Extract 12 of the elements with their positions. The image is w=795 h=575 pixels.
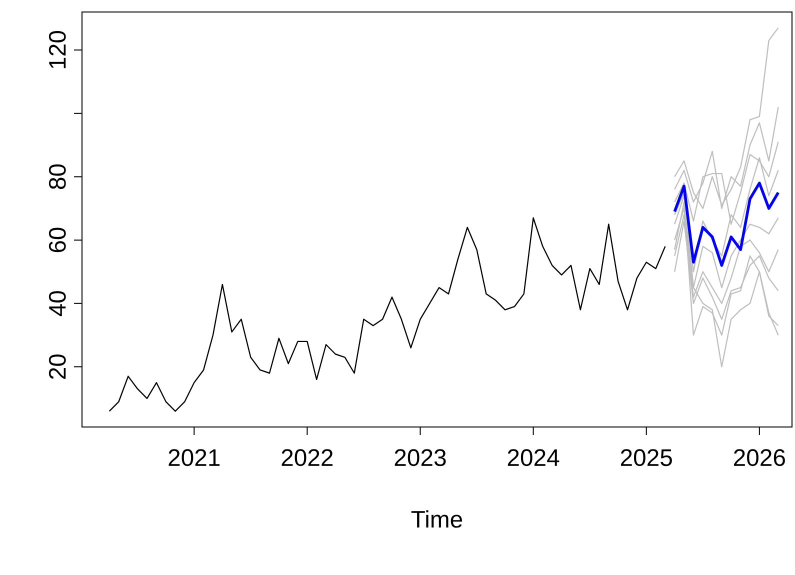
x-tick-label: 2023 (394, 449, 446, 466)
y-tick-label: 80 (48, 164, 66, 189)
x-tick-label: 2024 (508, 449, 560, 466)
y-tick-label: 40 (48, 291, 66, 316)
x-tick-label: 2022 (282, 449, 333, 466)
y-tick-label: 120 (48, 31, 66, 68)
x-tick-label: 2026 (734, 449, 785, 466)
y-tick-label: 20 (48, 354, 66, 379)
x-axis-title: Time (411, 510, 462, 528)
x-tick-label: 2025 (620, 449, 672, 466)
x-tick-label: 2021 (168, 449, 220, 466)
y-tick-label: 60 (48, 228, 66, 252)
